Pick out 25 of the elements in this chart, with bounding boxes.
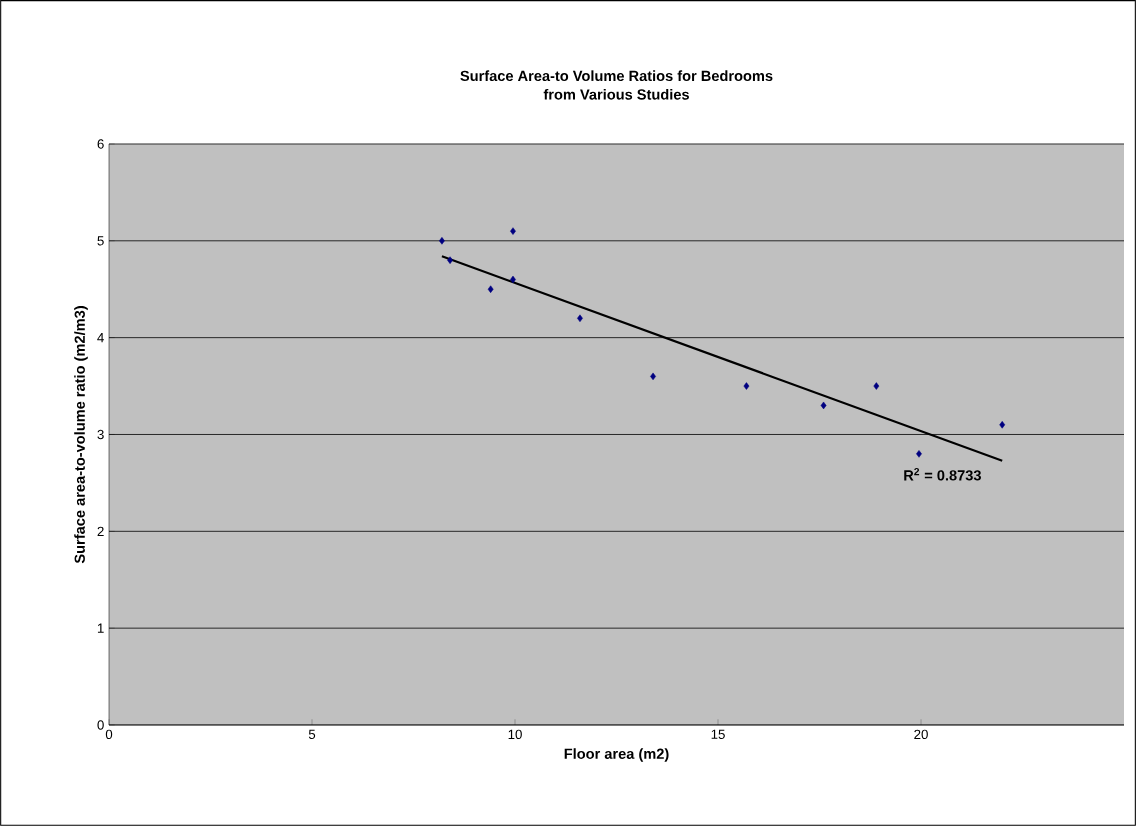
y-tick-label: 1: [97, 623, 104, 633]
y-tick-label: 6: [97, 139, 104, 149]
x-tick-label: 5: [308, 729, 316, 739]
y-tick-label: 5: [97, 236, 104, 246]
x-tick-label: 15: [711, 729, 725, 739]
y-tick-label: 0: [97, 720, 104, 730]
point: [873, 382, 880, 390]
chart-title: Surface Area-to Volume Ratios for Bedrooms from Various Studies: [460, 70, 773, 100]
annotation: R$^{2}$ = 0.8733: [904, 467, 981, 481]
point: [447, 256, 453, 264]
x-tick-label: 0: [105, 729, 113, 740]
point: [916, 450, 922, 458]
y-tick-label: 2: [97, 526, 104, 536]
y-tick-label: 3: [97, 429, 104, 440]
point: [820, 401, 827, 410]
y-tick-label: 4: [97, 333, 104, 343]
point: [999, 421, 1006, 429]
point: [743, 382, 750, 390]
point: [487, 285, 494, 293]
x-tick-label: 20: [914, 729, 928, 740]
point: [439, 237, 445, 245]
x-tick-label: 10: [508, 729, 522, 740]
point: [510, 227, 516, 235]
y-axis-title: Surface area-to-volume ratio (m2/m3): [74, 306, 88, 564]
x-axis-title: Floor area (m2): [564, 748, 669, 762]
